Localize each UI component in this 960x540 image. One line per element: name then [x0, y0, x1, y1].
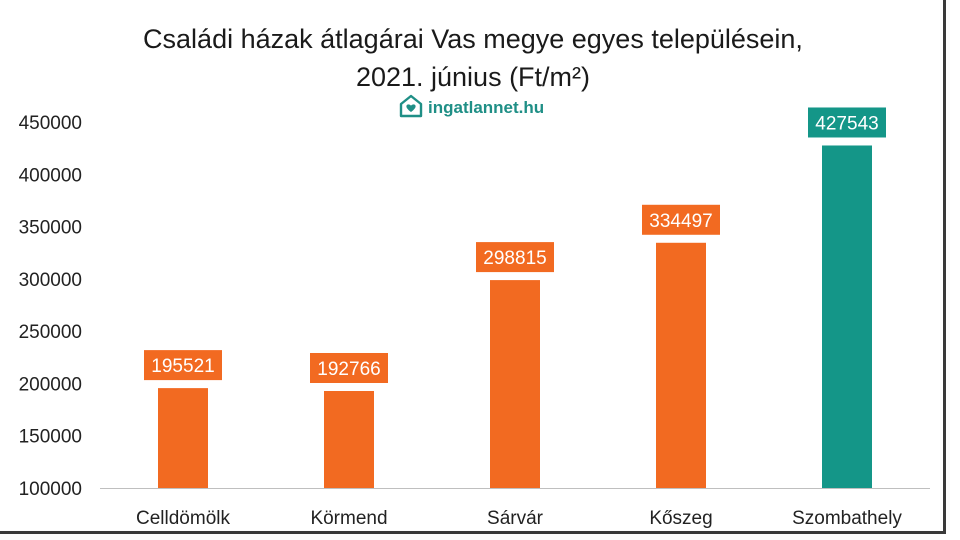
- data-label-box: [144, 350, 222, 381]
- chart-frame: [0, 0, 946, 534]
- y-tick-label: 100000: [19, 479, 82, 500]
- y-tick-label: 350000: [19, 218, 82, 239]
- data-label: 298815: [483, 248, 546, 269]
- data-label: 334497: [649, 211, 712, 232]
- x-tick-label: Celldömölk: [136, 508, 230, 529]
- house-heart-icon: [398, 93, 424, 124]
- x-tick-label: Sárvár: [487, 508, 544, 529]
- data-label-box: [642, 204, 720, 235]
- bar: [822, 145, 872, 488]
- data-label-box: [310, 352, 388, 383]
- data-label-box: [476, 242, 554, 273]
- bar: [656, 242, 706, 488]
- y-tick-label: 250000: [19, 322, 82, 343]
- bar-chart: 100000 150000 200000 250000 300000 350000 4000…: [19, 107, 930, 529]
- data-label: 192766: [317, 359, 380, 380]
- bar: [324, 390, 374, 488]
- bar: [490, 280, 540, 488]
- y-tick-label: 450000: [19, 113, 82, 134]
- bar: [158, 388, 208, 488]
- y-tick-label: 150000: [19, 427, 82, 448]
- data-label-box: [808, 107, 886, 138]
- data-label: 427543: [815, 113, 878, 134]
- y-tick-label: 300000: [19, 270, 82, 291]
- chart-subtitle: 2021. június (Ft/m²): [355, 62, 591, 92]
- x-tick-label: Szombathely: [792, 508, 902, 529]
- y-tick-label: 400000: [19, 165, 82, 186]
- data-label: 195521: [151, 356, 214, 377]
- watermark-text: ingatlannet.hu: [428, 98, 545, 117]
- x-tick-label: Körmend: [310, 508, 387, 529]
- watermark-logo: ingatlannet.hu: [398, 94, 544, 122]
- chart-title: Családi házak átlagárai Vas megye egyes …: [143, 24, 803, 54]
- y-tick-label: 200000: [19, 374, 82, 395]
- x-tick-label: Kőszeg: [649, 508, 712, 529]
